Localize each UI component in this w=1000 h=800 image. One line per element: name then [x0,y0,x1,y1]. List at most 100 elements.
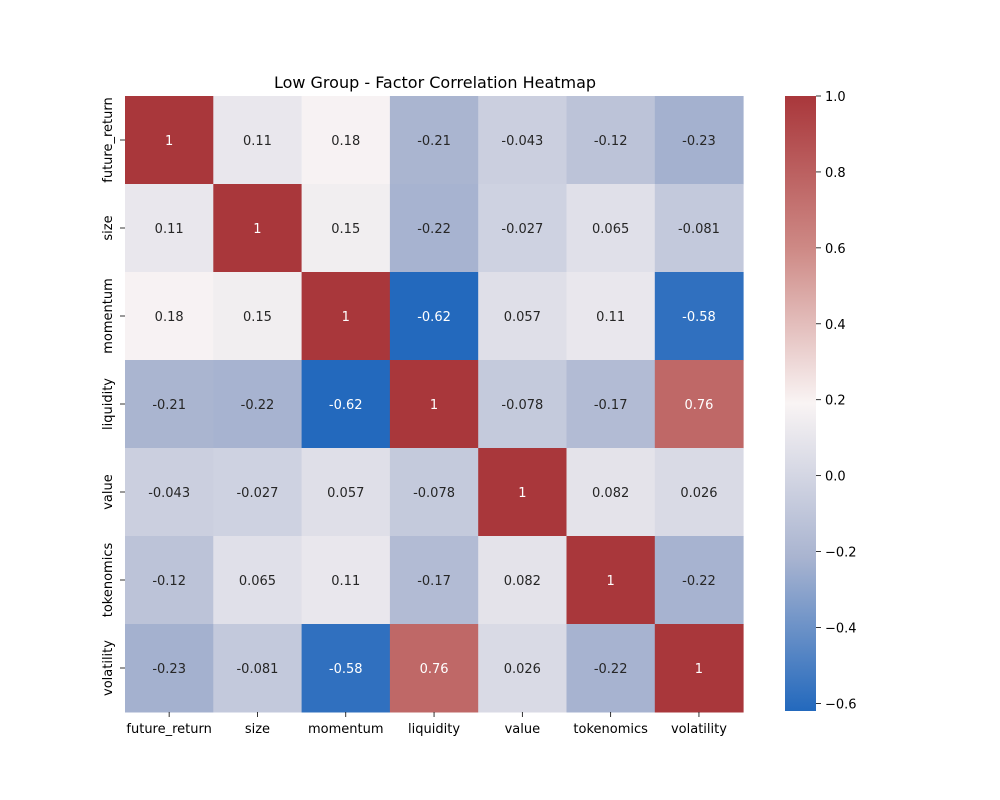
cell-value-label: 0.15 [331,222,360,237]
heatmap-cell [125,96,214,185]
colorbar-tick-label: 0.8 [825,166,846,181]
cell-value-label: -0.027 [501,222,543,237]
colorbar-tick-label: 1.0 [825,90,846,105]
heatmap-cell [389,536,479,625]
heatmap-cell [125,360,214,449]
heatmap-cell [566,448,656,537]
cell-value-label: -0.12 [152,574,186,589]
cell-value-label: 0.18 [155,310,184,325]
heatmap-cell [301,184,391,273]
x-axis: future_return size momentum liquidity value t… [126,712,727,737]
heatmap-cell [301,448,391,537]
cell-value-label: -0.22 [594,662,628,677]
heatmap-cell [478,624,567,713]
heatmap-cell [654,96,744,185]
cell-value-label: -0.21 [417,134,451,149]
heatmap-cell [125,272,214,361]
cell-value-label: -0.23 [152,662,186,677]
x-tick-label: future_return [126,722,211,737]
heatmap-cell [213,272,303,361]
x-tick-label: size [245,722,270,737]
heatmap-cell [566,360,656,449]
y-tick-label: size [101,215,116,240]
heatmap-cell [389,96,479,185]
heatmap-cell [478,360,567,449]
colorbar-tick-label: −0.6 [825,697,857,712]
heatmap-cell [654,448,744,537]
heatmap-cell [478,272,567,361]
heatmap-cells [125,96,744,713]
cell-value-label: -0.12 [594,134,628,149]
x-tick-label: volatility [671,722,727,737]
heatmap-cell [389,184,479,273]
heatmap-cell [213,184,303,273]
cell-value-label: 0.11 [155,222,184,237]
heatmap-cell [389,624,479,713]
cell-value-label: 0.065 [592,222,629,237]
cell-value-label: -0.62 [329,398,363,413]
x-tick-label: momentum [308,722,384,737]
y-tick-label: volatility [101,640,116,696]
heatmap-cell [566,96,656,185]
colorbar-tick-label: 0.6 [825,242,846,257]
cell-value-label: 0.76 [684,398,713,413]
cell-value-label: -0.22 [417,222,451,237]
cell-value-label: -0.043 [148,486,190,501]
cell-value-label: 0.057 [327,486,364,501]
cell-value-label: 0.11 [331,574,360,589]
cell-value-label: 0.15 [243,310,272,325]
colorbar: −0.6 −0.4 −0.2 0.0 0.2 0.4 0.6 0.8 1.0 [785,90,857,712]
heatmap-cell [125,184,214,273]
y-tick-label: value [101,474,116,510]
y-tick-label: tokenomics [101,543,116,618]
heatmap-cell [213,624,303,713]
heatmap-cell [301,536,391,625]
heatmap-cell [478,184,567,273]
cell-value-label: 0.082 [592,486,629,501]
cell-value-label: -0.58 [682,310,716,325]
heatmap-cell [301,272,391,361]
cell-value-label: -0.17 [417,574,451,589]
heatmap-cell [566,536,656,625]
heatmap-cell [389,448,479,537]
cell-value-label: -0.043 [501,134,543,149]
colorbar-tick-label: −0.2 [825,546,857,561]
colorbar-tick-label: 0.4 [825,318,846,333]
cell-value-label: 1 [430,398,438,413]
heatmap-cell [213,448,303,537]
heatmap-cell [654,360,744,449]
y-tick-label: future_return [101,97,116,182]
cell-value-label: -0.22 [241,398,275,413]
heatmap-cell [213,536,303,625]
heatmap-cell [301,96,391,185]
cell-value-label: -0.23 [682,134,716,149]
heatmap-cell [566,272,656,361]
colorbar-tick-label: 0.0 [825,470,846,485]
cell-value-label: 1 [607,574,615,589]
x-tick-label: tokenomics [573,722,648,737]
heatmap-cell [389,360,479,449]
cell-value-label: -0.62 [417,310,451,325]
cell-value-label: -0.22 [682,574,716,589]
heatmap-cell [654,272,744,361]
cell-value-label: -0.17 [594,398,628,413]
cell-value-label: -0.078 [501,398,543,413]
heatmap-cell [654,624,744,713]
x-tick-label: liquidity [408,722,460,737]
chart-title: Low Group - Factor Correlation Heatmap [274,73,596,92]
heatmap-cell [125,624,214,713]
heatmap-cell [213,360,303,449]
heatmap-cell [301,624,391,713]
cell-value-label: 0.065 [239,574,276,589]
cell-value-label: 0.026 [504,662,541,677]
colorbar-tick-label: −0.4 [825,621,857,636]
heatmap-cell [125,448,214,537]
cell-value-label: -0.027 [236,486,278,501]
colorbar-tick-label: 0.2 [825,394,846,409]
cell-value-label: -0.081 [678,222,720,237]
y-tick-label: momentum [101,278,116,354]
heatmap-cell [125,536,214,625]
cell-value-label: 0.026 [680,486,717,501]
cell-value-label: 0.76 [420,662,449,677]
heatmap-cell [654,536,744,625]
